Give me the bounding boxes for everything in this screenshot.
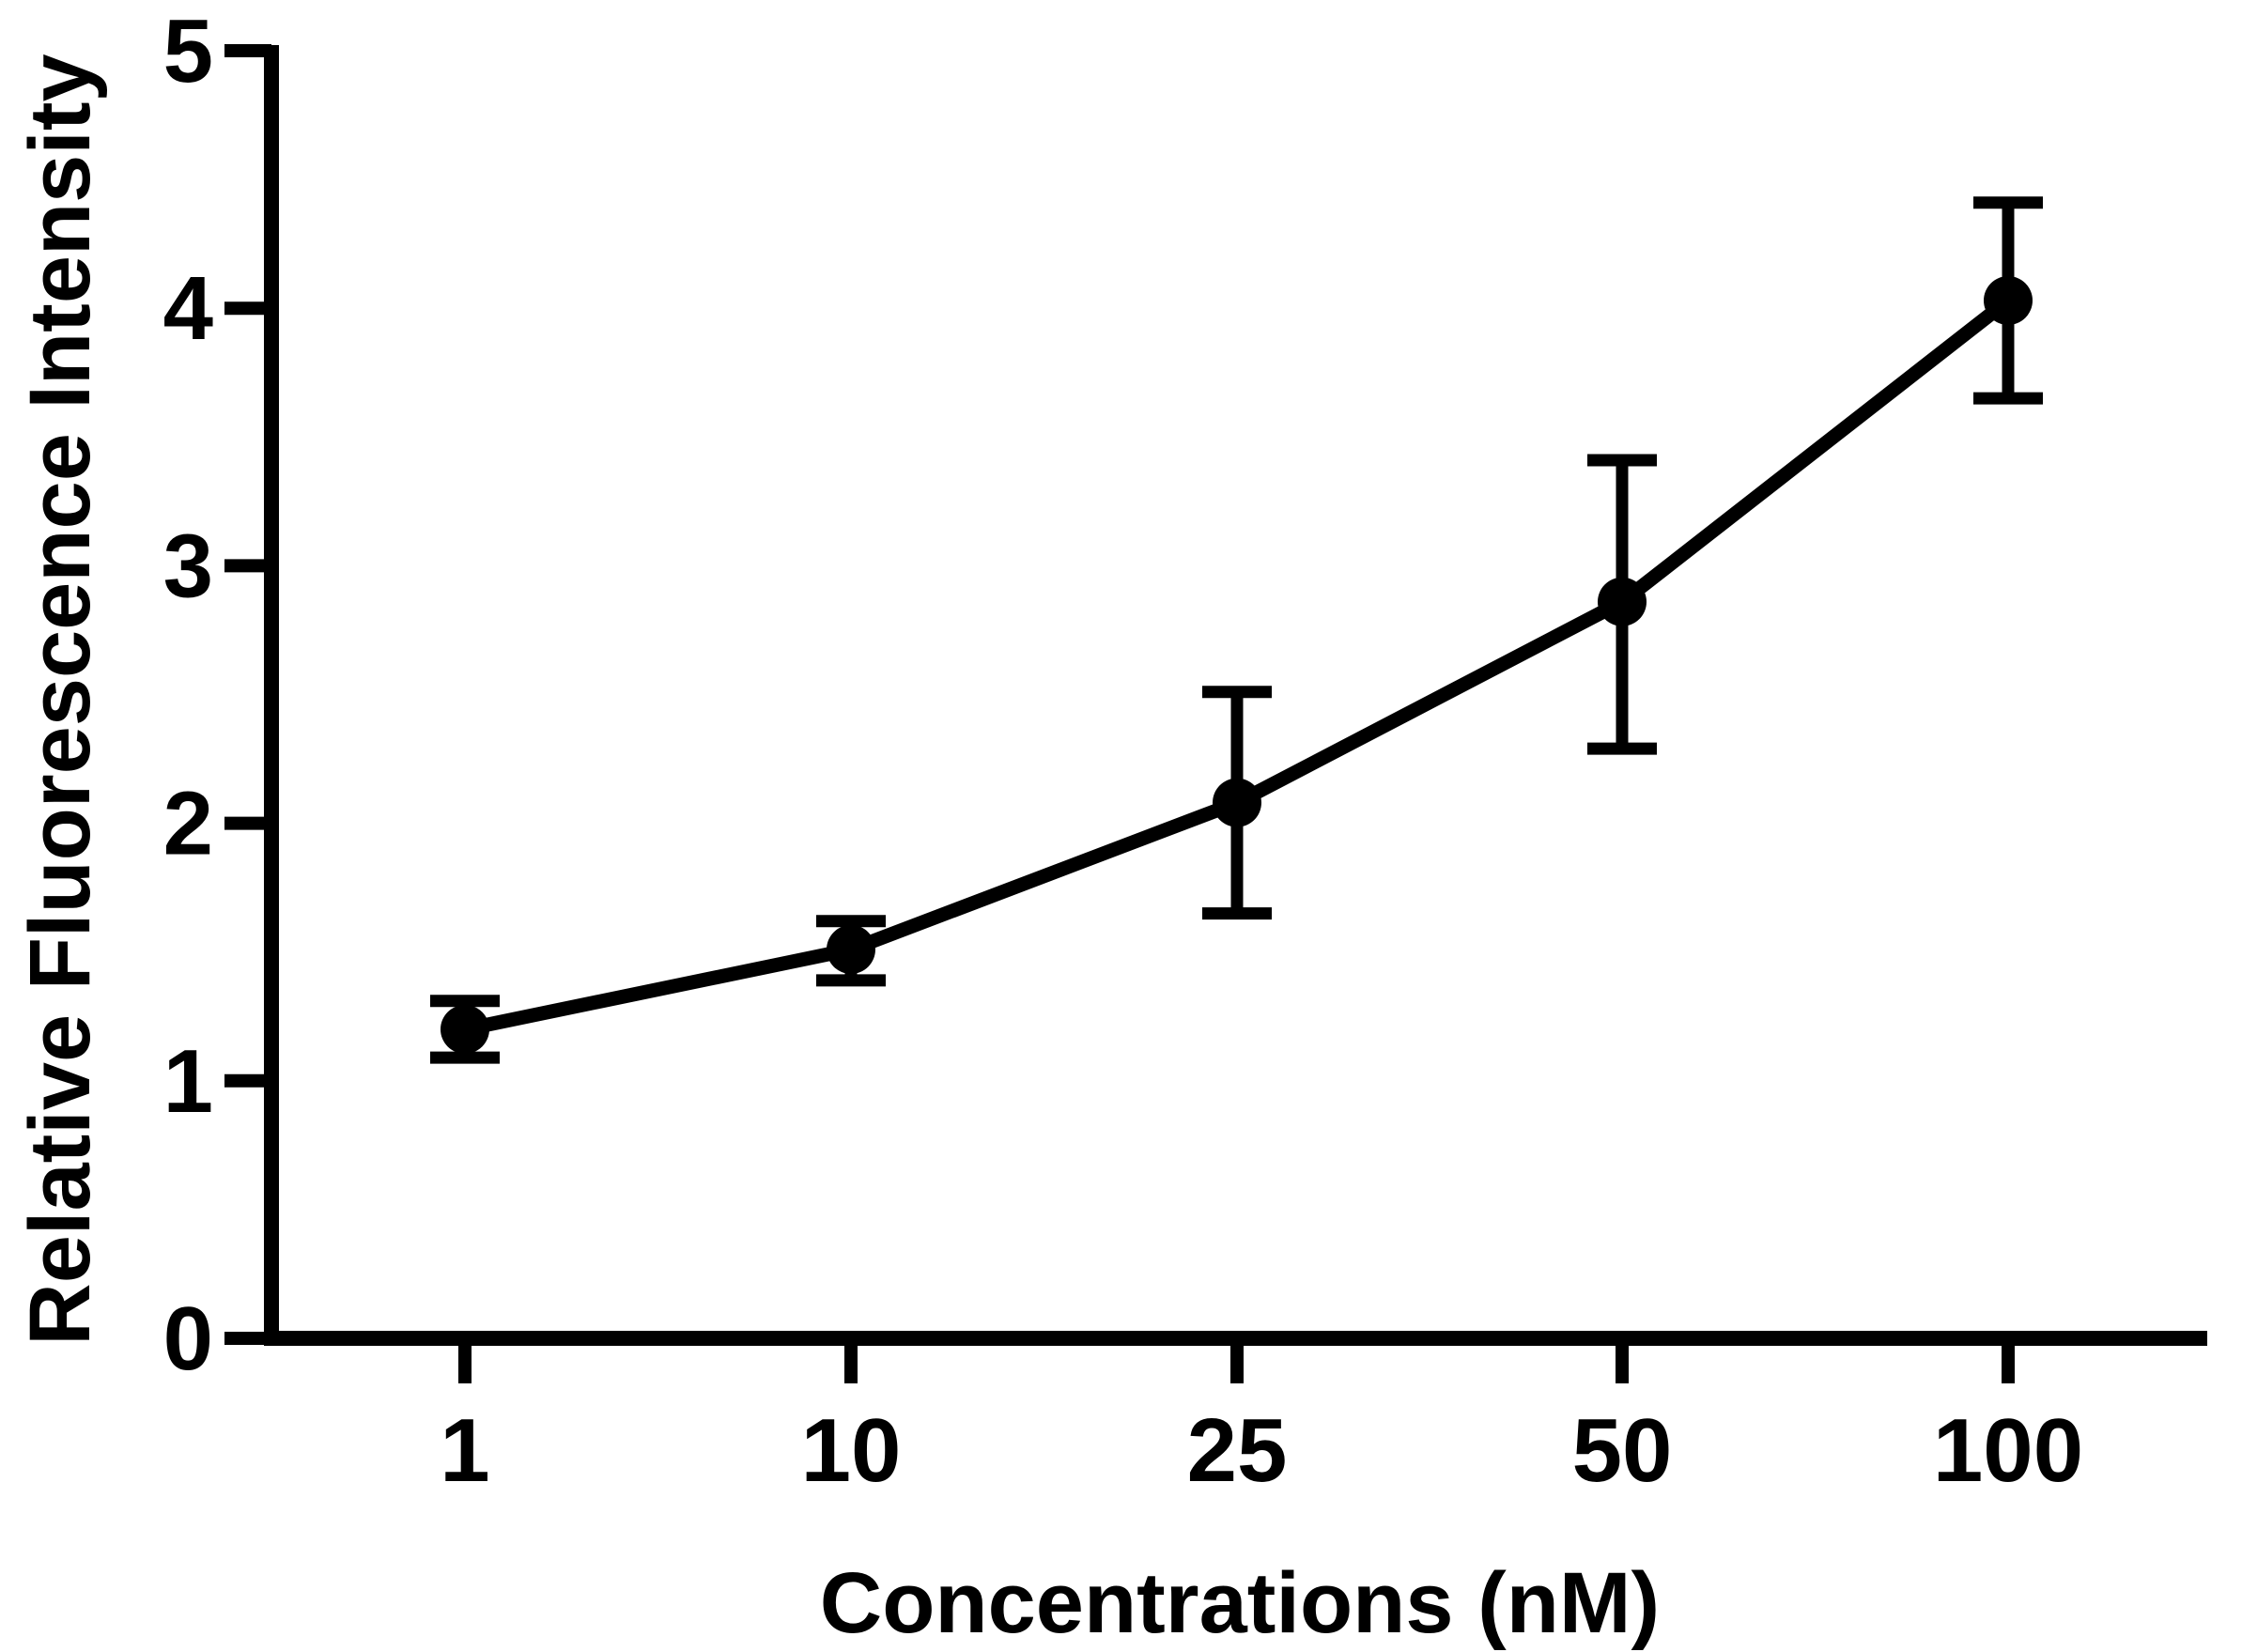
axes: 0 1 2 3 4 5 1 10 25 50 100 — [163, 1, 2207, 1501]
y-tick-label: 1 — [163, 1031, 213, 1132]
series-line — [457, 293, 2016, 1037]
x-tick-label: 10 — [801, 1400, 902, 1501]
x-tick-label: 1 — [440, 1400, 489, 1501]
error-bars — [430, 196, 2043, 1064]
series-line-group — [457, 293, 2016, 1037]
x-tick-label: 100 — [1933, 1400, 2083, 1501]
data-point — [827, 924, 875, 974]
y-tick-label: 3 — [163, 516, 213, 616]
y-tick-label: 0 — [163, 1289, 213, 1389]
data-point — [1598, 577, 1647, 626]
data-points — [441, 275, 2033, 1054]
y-tick-label: 2 — [163, 774, 213, 874]
x-tick-label: 50 — [1572, 1400, 1673, 1501]
y-tick-label: 5 — [163, 1, 213, 101]
data-point — [1213, 778, 1261, 827]
y-tick-label: 4 — [163, 258, 213, 359]
data-point — [1984, 275, 2033, 325]
x-axis-title: Concentrations (nM) — [820, 1555, 1660, 1651]
y-axis-title: Relative Fluorescence Intensity — [12, 54, 108, 1345]
data-point — [441, 1004, 489, 1054]
x-tick-label: 25 — [1187, 1400, 1288, 1501]
